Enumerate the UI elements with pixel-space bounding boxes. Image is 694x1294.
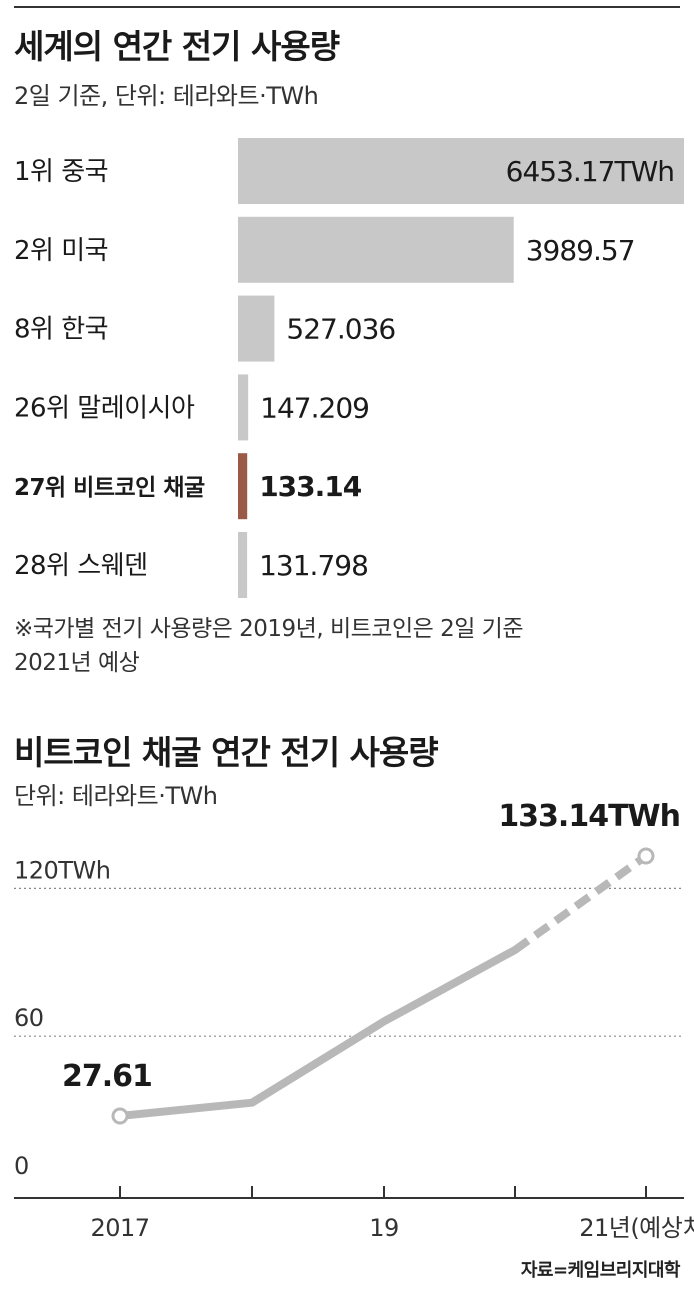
bar-chart: 1위 중국 6453.17TWh 2위 미국 3989.57 8위 한국 527.036 2… bbox=[14, 138, 684, 598]
bar-chart-title: 세계의 연간 전기 사용량 bbox=[14, 27, 340, 66]
bar bbox=[238, 374, 249, 441]
bar bbox=[238, 295, 275, 362]
footnote-line-2: 2021년 예상 bbox=[14, 650, 140, 676]
bar-category-label: 26위 말레이시아 bbox=[14, 393, 195, 423]
bar bbox=[238, 216, 514, 283]
bar-chart-subtitle: 2일 기준, 단위: 테라와트·TWh bbox=[14, 82, 319, 110]
bar-value-label: 147.209 bbox=[260, 391, 369, 424]
bar bbox=[238, 138, 684, 204]
x-tick-label: 21년(예상치) bbox=[579, 1214, 694, 1242]
bar bbox=[238, 453, 248, 520]
footnote-line-1: ※국가별 전기 사용량은 2019년, 비트코인은 2일 기준 bbox=[14, 616, 524, 642]
data-point-label: 133.14TWh bbox=[498, 799, 680, 834]
series-line-actual bbox=[116, 945, 519, 1120]
bar bbox=[238, 532, 248, 598]
x-tick-label: 2017 bbox=[90, 1214, 149, 1242]
x-tick-label: 19 bbox=[369, 1214, 399, 1242]
source-credit: 자료=케임브리지대학 bbox=[520, 1260, 681, 1281]
line-chart-title: 비트코인 채굴 연간 전기 사용량 bbox=[14, 733, 439, 772]
data-point-label: 27.61 bbox=[62, 1059, 152, 1094]
y-tick-label: 120TWh bbox=[14, 856, 110, 884]
y-tick-label: 60 bbox=[14, 1004, 44, 1032]
bar-category-label: 28위 스웨덴 bbox=[14, 551, 148, 581]
data-point-marker bbox=[111, 1107, 129, 1125]
bar-value-label: 527.036 bbox=[286, 313, 395, 346]
y-tick-label: 0 bbox=[14, 1152, 29, 1180]
bar-value-label: 133.14 bbox=[259, 470, 362, 503]
footnote: ※국가별 전기 사용량은 2019년, 비트코인은 2일 기준 2021년 예상 bbox=[14, 612, 524, 680]
bar-category-label: 8위 한국 bbox=[14, 315, 108, 345]
bar-value-label: 131.798 bbox=[259, 549, 368, 582]
line-chart-subtitle: 단위: 테라와트·TWh bbox=[14, 782, 218, 810]
series-line-projected bbox=[512, 852, 649, 954]
bar-value-label: 6453.17TWh bbox=[506, 155, 674, 188]
bar-category-label: 2위 미국 bbox=[14, 236, 108, 266]
bar-category-label: 1위 중국 bbox=[14, 157, 108, 187]
data-point-marker bbox=[637, 847, 655, 865]
bar-value-label: 3989.57 bbox=[526, 234, 635, 267]
top-rule bbox=[14, 6, 680, 8]
bar-category-label: 27위 비트코인 채굴 bbox=[14, 475, 205, 501]
